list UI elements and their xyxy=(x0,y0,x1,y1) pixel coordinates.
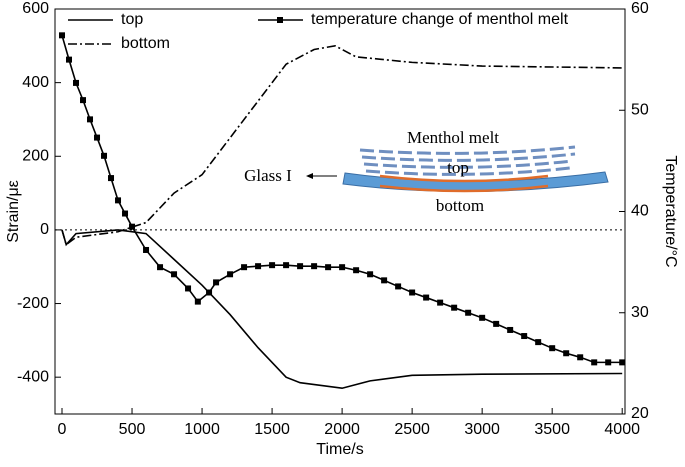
marker xyxy=(122,210,129,217)
y2-tick-label: 40 xyxy=(631,203,649,220)
series-line xyxy=(61,35,623,364)
x-tick-label: 3500 xyxy=(534,421,570,438)
plot-frame xyxy=(54,8,626,415)
marker xyxy=(80,97,87,104)
marker xyxy=(143,246,150,253)
marker xyxy=(157,264,164,271)
annotation: bottom xyxy=(436,196,484,215)
series-line xyxy=(61,44,623,246)
marker xyxy=(507,326,514,333)
x-tick-label: 500 xyxy=(119,421,146,438)
y2-axis-label: Temperature/°C xyxy=(662,155,679,267)
marker xyxy=(353,267,360,274)
marker xyxy=(493,320,500,327)
marker xyxy=(563,350,570,357)
legend-label: temperature change of menthol melt xyxy=(311,11,569,28)
y-tick-label: 200 xyxy=(22,147,49,164)
marker xyxy=(367,271,374,278)
marker xyxy=(381,277,388,284)
legend-label: bottom xyxy=(121,35,170,52)
marker xyxy=(194,298,201,305)
series-line xyxy=(61,229,623,390)
marker xyxy=(521,333,528,340)
marker xyxy=(227,271,234,278)
annotation: Glass I xyxy=(244,166,292,185)
marker xyxy=(87,116,94,123)
x-tick-label: 1500 xyxy=(254,421,290,438)
y-tick-label: 0 xyxy=(40,221,49,238)
marker xyxy=(437,299,444,306)
x-tick-label: 2000 xyxy=(324,421,360,438)
marker xyxy=(619,359,626,366)
x-axis-label: Time/s xyxy=(316,441,363,458)
x-tick-label: 0 xyxy=(58,421,67,438)
y2-tick-label: 20 xyxy=(631,405,649,422)
marker xyxy=(283,262,290,269)
annotation: Menthol melt xyxy=(407,128,499,147)
marker xyxy=(549,345,556,352)
y-tick-label: -400 xyxy=(17,368,49,385)
y2-tick-label: 50 xyxy=(631,101,649,118)
marker xyxy=(129,223,136,230)
marker xyxy=(241,264,248,271)
marker xyxy=(213,279,220,286)
marker xyxy=(115,197,122,204)
marker xyxy=(479,314,486,321)
marker xyxy=(94,134,101,141)
marker xyxy=(577,354,584,361)
marker xyxy=(66,56,73,63)
y-tick-label: 600 xyxy=(22,0,49,17)
marker xyxy=(255,263,262,270)
y2-tick-label: 30 xyxy=(631,304,649,321)
marker xyxy=(297,263,304,270)
x-tick-label: 3000 xyxy=(464,421,500,438)
y2-tick-label: 60 xyxy=(631,0,649,17)
marker xyxy=(269,262,276,269)
marker xyxy=(451,304,458,311)
marker xyxy=(339,264,346,271)
annotation: top xyxy=(447,158,469,177)
x-tick-label: 1000 xyxy=(184,421,220,438)
marker xyxy=(591,359,598,366)
marker xyxy=(206,289,213,296)
y-tick-label: 400 xyxy=(22,74,49,91)
legend-marker xyxy=(277,17,283,23)
marker xyxy=(59,32,66,39)
marker xyxy=(325,264,332,271)
marker xyxy=(409,289,416,296)
marker xyxy=(423,294,430,301)
marker xyxy=(465,309,472,316)
marker xyxy=(185,285,192,292)
marker xyxy=(73,79,80,86)
marker xyxy=(108,175,115,182)
x-tick-label: 4000 xyxy=(604,421,640,438)
marker xyxy=(395,283,402,290)
marker xyxy=(535,339,542,346)
legend-label: top xyxy=(121,11,143,28)
marker xyxy=(311,263,318,270)
y-axis-label: Strain/με xyxy=(5,180,22,243)
marker xyxy=(101,152,108,159)
y-tick-label: -200 xyxy=(17,295,49,312)
inset-diagram: Menthol melt top bottom Glass I xyxy=(244,128,609,215)
x-tick-label: 2500 xyxy=(394,421,430,438)
marker xyxy=(605,359,612,366)
marker xyxy=(171,271,178,278)
